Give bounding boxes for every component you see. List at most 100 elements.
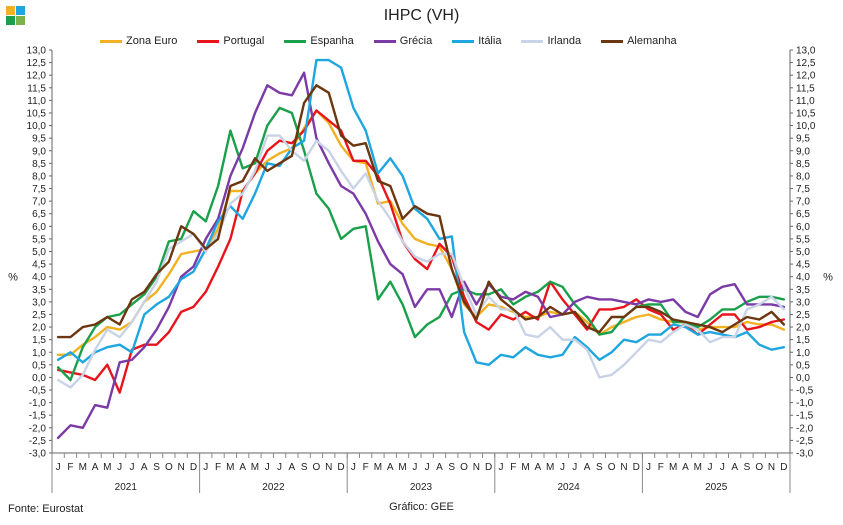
y-tick-label-left: 3,5 xyxy=(32,285,46,296)
legend-swatch xyxy=(521,39,544,43)
y-tick-label-right: 8,5 xyxy=(796,159,810,170)
y-tick-label-left: 4,5 xyxy=(32,260,46,271)
x-month-label: M xyxy=(79,462,87,473)
y-tick-label-left: -0,5 xyxy=(29,386,47,397)
series-line-portugal xyxy=(56,109,786,394)
legend-item: Portugal xyxy=(197,35,264,47)
series-line-espanha xyxy=(56,106,786,382)
x-month-label: M xyxy=(251,462,259,473)
y-tick-label-right: 8,0 xyxy=(796,171,810,182)
logo-square-2 xyxy=(16,6,25,15)
legend-label: Portugal xyxy=(223,35,265,47)
legend-label: Irlanda xyxy=(547,35,582,47)
legend-label: Zona Euro xyxy=(126,35,178,47)
chart-title: IHPC (VH) xyxy=(383,7,460,24)
x-month-label: D xyxy=(190,462,197,473)
x-month-label: J xyxy=(412,462,417,473)
y-tick-label-left: 1,5 xyxy=(32,335,46,346)
x-year-label: 2024 xyxy=(557,482,580,493)
y-tick-label-left: 8,5 xyxy=(32,159,46,170)
y-tick-label-right: 3,0 xyxy=(796,297,810,308)
credit-note: Gráfico: GEE xyxy=(389,501,454,513)
x-month-label: J xyxy=(498,462,503,473)
y-tick-label-right: 12,0 xyxy=(796,71,816,82)
x-month-label: D xyxy=(780,462,787,473)
x-month-label: J xyxy=(646,462,651,473)
x-month-label: A xyxy=(682,462,689,473)
x-month-label: S xyxy=(448,462,455,473)
legend-item: Alemanha xyxy=(601,35,677,47)
y-tick-label-left: 10,5 xyxy=(27,108,47,119)
x-month-label: A xyxy=(239,462,246,473)
y-tick-label-left: -3,0 xyxy=(29,449,47,460)
x-month-label: O xyxy=(165,462,173,473)
y-tick-label-right: 7,0 xyxy=(796,197,810,208)
y-tick-label-left: 5,0 xyxy=(32,247,46,258)
x-month-label: J xyxy=(56,462,61,473)
x-month-label: M xyxy=(521,462,529,473)
x-month-label: M xyxy=(694,462,702,473)
logo-square-4 xyxy=(16,16,25,25)
y-axis-label-left: % xyxy=(8,272,18,284)
y-tick-label-left: 3,0 xyxy=(32,297,46,308)
x-month-label: J xyxy=(708,462,713,473)
gee-logo xyxy=(6,6,26,26)
legend-item: Grécia xyxy=(373,35,432,47)
x-year-label: 2023 xyxy=(410,482,433,493)
x-month-label: J xyxy=(117,462,122,473)
legend-swatch xyxy=(452,39,475,43)
y-tick-label-left: 12,5 xyxy=(27,58,47,69)
y-tick-label-left: 6,5 xyxy=(32,209,46,220)
x-month-label: A xyxy=(731,462,738,473)
legend-item: Espanha xyxy=(284,35,354,47)
y-tick-label-right: 5,0 xyxy=(796,247,810,258)
x-month-label: F xyxy=(215,462,221,473)
x-month-label: A xyxy=(387,462,394,473)
y-tick-label-left: -1,5 xyxy=(29,411,47,422)
y-tick-label-left: 7,5 xyxy=(32,184,46,195)
x-month-label: M xyxy=(374,462,382,473)
y-tick-label-left: -2,5 xyxy=(29,436,47,447)
x-month-label: F xyxy=(510,462,516,473)
y-tick-label-right: 4,5 xyxy=(796,260,810,271)
legend-swatch xyxy=(373,39,396,43)
legend-swatch xyxy=(601,39,624,43)
y-tick-label-right: 11,5 xyxy=(796,83,815,94)
x-month-label: S xyxy=(301,462,308,473)
y-tick-label-right: 3,5 xyxy=(796,285,810,296)
x-year-label: 2021 xyxy=(115,482,138,493)
y-tick-label-right: 11,0 xyxy=(796,96,815,107)
x-month-label: N xyxy=(620,462,627,473)
x-month-label: O xyxy=(608,462,616,473)
y-tick-label-right: 7,5 xyxy=(796,184,810,195)
y-tick-label-right: -2,5 xyxy=(796,436,814,447)
x-month-label: O xyxy=(313,462,321,473)
y-tick-label-left: 0,0 xyxy=(32,373,46,384)
y-tick-label-right: -0,5 xyxy=(796,386,814,397)
x-month-label: A xyxy=(92,462,99,473)
legend-swatch xyxy=(100,39,122,43)
x-month-label: D xyxy=(485,462,492,473)
y-tick-label-right: 13,0 xyxy=(796,46,816,57)
legend-item: Irlanda xyxy=(521,35,581,47)
y-tick-label-left: 2,5 xyxy=(32,310,46,321)
legend-label: Alemanha xyxy=(627,35,677,47)
series-line-alemanha xyxy=(56,84,786,339)
x-month-label: M xyxy=(546,462,554,473)
x-month-label: N xyxy=(473,462,480,473)
x-month-label: M xyxy=(669,462,677,473)
legend-label: Espanha xyxy=(310,35,354,47)
x-month-label: A xyxy=(584,462,591,473)
legend-item: Zona Euro xyxy=(100,35,177,47)
y-tick-label-left: 2,0 xyxy=(32,323,46,334)
y-tick-label-left: 8,0 xyxy=(32,171,46,182)
legend-swatch xyxy=(197,39,220,43)
y-tick-label-right: 9,5 xyxy=(796,134,810,145)
x-month-label: F xyxy=(67,462,73,473)
y-tick-label-right: 10,5 xyxy=(796,108,816,119)
y-tick-label-left: 7,0 xyxy=(32,197,46,208)
x-month-label: M xyxy=(226,462,234,473)
x-month-label: D xyxy=(633,462,640,473)
y-tick-label-right: 6,5 xyxy=(796,209,810,220)
series-line-zona-euro xyxy=(56,109,786,356)
